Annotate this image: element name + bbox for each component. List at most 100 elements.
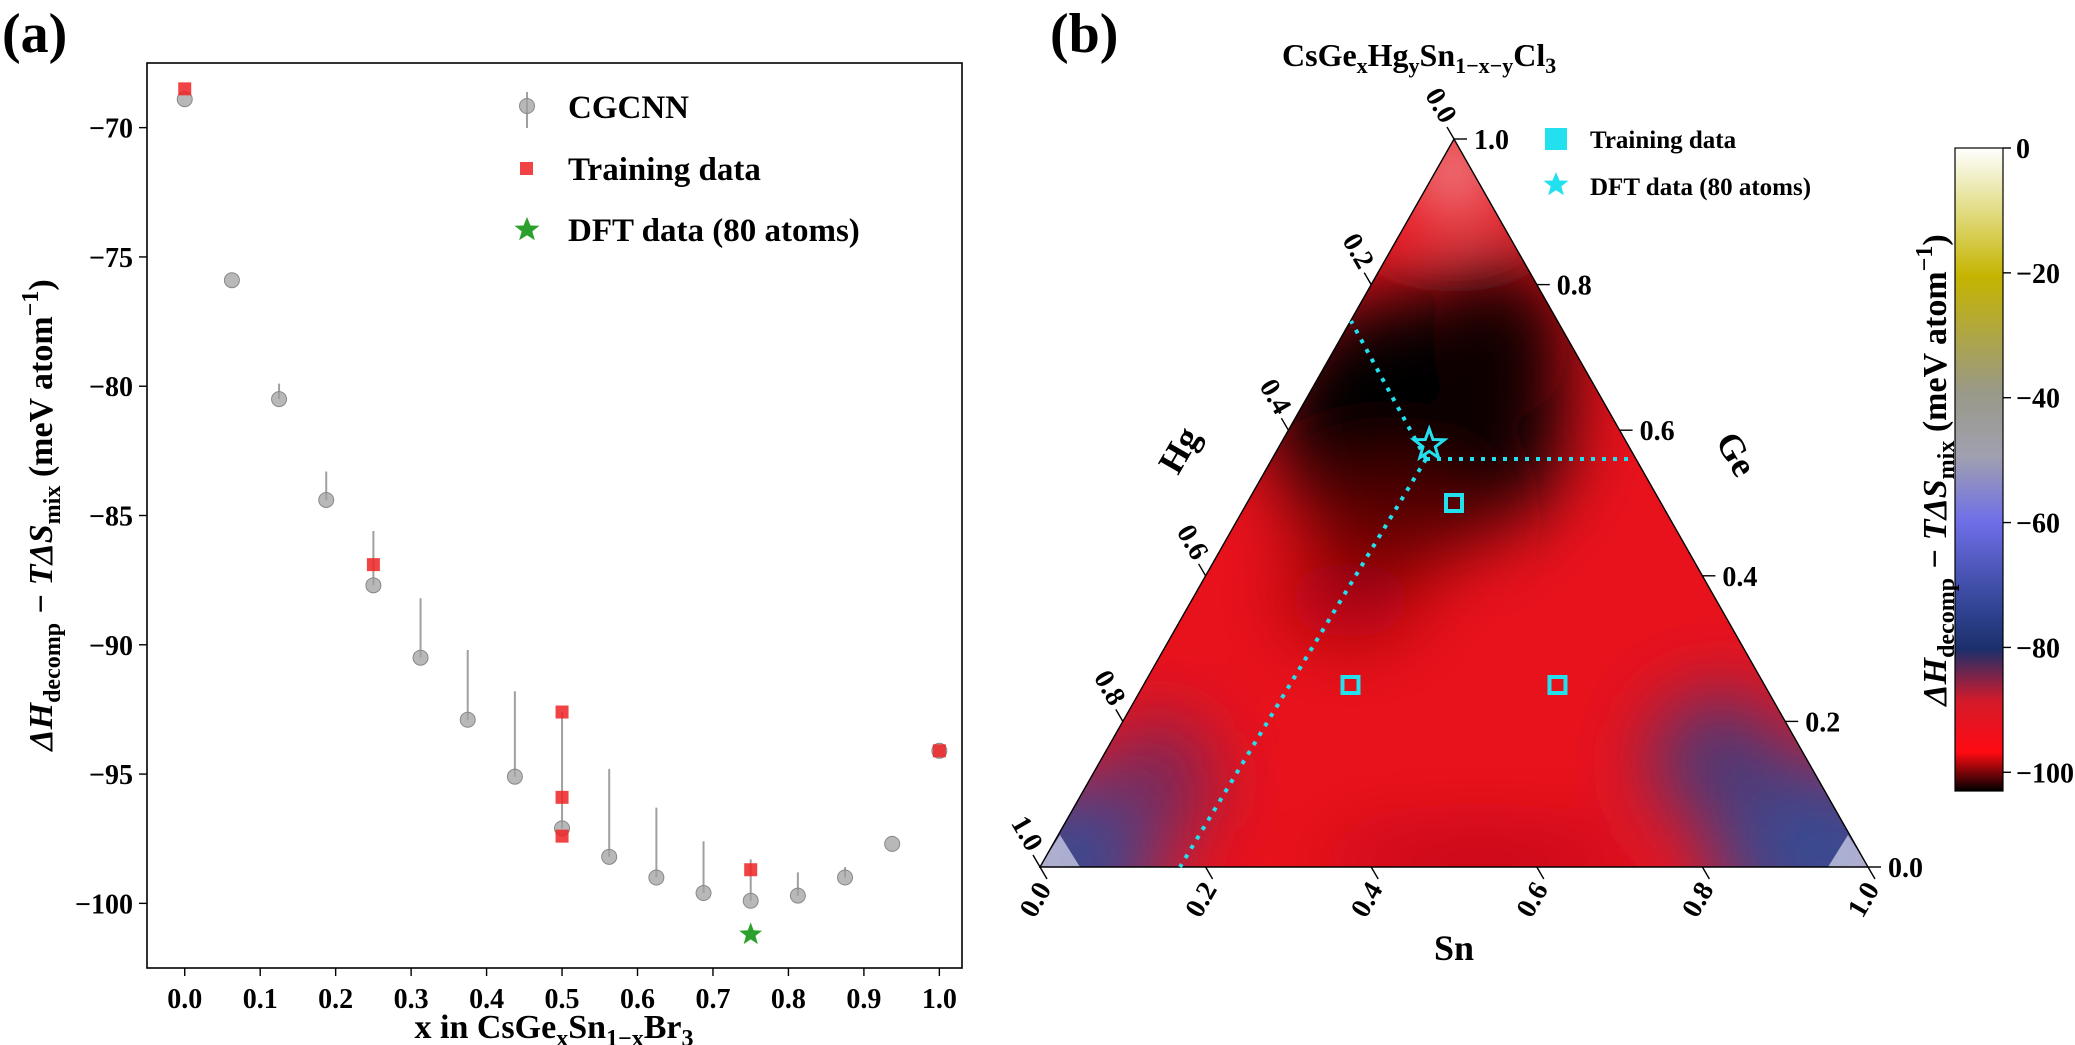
panel-a-label: (a) [2,3,67,65]
ternary-dft-point [1409,424,1449,462]
x-tick-label: 0.9 [846,984,881,1015]
y-tick-label: −80 [89,372,133,403]
sn-tick-label: 0.6 [1511,877,1555,923]
ge-tick-label: 0.4 [1722,562,1757,593]
cgcnn-point [318,491,335,508]
panel-a-legend: CGCNN Training data DFT data (80 atoms) [514,90,860,249]
ternary-guide-lines [1178,320,1634,869]
panel-a-x-ticks: 0.0 0.1 0.2 0.3 0.4 0.5 0.6 0.7 0.8 0.9 1.0 [167,968,957,1015]
cgcnn-point [789,887,806,904]
x-tick-label: 0.3 [394,984,429,1015]
y-tick-label: −100 [75,889,133,920]
legend-cgcnn-marker [519,98,535,114]
sn-tick-label: 0.2 [1179,877,1223,923]
hg-tick-mark [1197,563,1207,577]
legend-b-dft-marker [1543,172,1569,196]
training-point [932,744,946,758]
panel-b-label: (b) [1050,3,1118,65]
hg-tick-mark [1363,272,1372,285]
guide-line-to-left [1349,320,1428,460]
ternary-corner-highlight-sn [1828,835,1868,867]
ge-tick-label: 0.0 [1888,853,1923,884]
colorbar: 0 −20 −40 −60 −80 −100 ΔHdecomp − TΔSmix (meV… [1912,134,2074,792]
panel-b-title: CsGexHgySn1−x−yCl3 [1282,37,1556,78]
hg-tick-label: 1.0 [1004,811,1048,857]
hg-tick-mark [1280,417,1290,431]
colorbar-label: ΔHdecomp − TΔSmix (meV atom−1) [1912,234,1960,707]
training-point [366,558,380,572]
training-point [555,705,569,719]
sn-tick-label: 0.0 [1014,877,1058,923]
sn-tick-label: 1.0 [1842,877,1886,923]
x-tick-label: 1.0 [922,984,957,1015]
cgcnn-point [601,848,618,865]
panel-a-dft-points [739,922,763,945]
colorbar-tick-label: −40 [2016,384,2060,415]
y-tick-label: −95 [89,760,133,791]
colorbar-tick-label: −100 [2016,758,2074,789]
sn-tick-mark [1701,866,1711,880]
panel-a-scatter-plot: 0.0 0.1 0.2 0.3 0.4 0.5 0.6 0.7 0.8 0.9 1.0 −70 −75… [18,62,963,1045]
sn-tick-label: 0.4 [1345,877,1389,923]
ternary-training-point [1547,675,1568,695]
y-tick-label: −70 [89,114,133,145]
x-tick-label: 0.4 [469,984,504,1015]
cgcnn-point [648,869,665,886]
cgcnn-point [412,649,429,666]
x-tick-label: 0.2 [318,984,353,1015]
cgcnn-point [223,272,240,289]
legend-dft-marker [514,217,540,241]
hg-tick-mark [1446,126,1455,140]
hg-tick-label: 0.8 [1087,665,1131,711]
panel-b-legend: Training data DFT data (80 atoms) [1543,127,1811,201]
ternary-training-points [1340,493,1568,695]
sn-tick-mark [1536,866,1545,880]
ternary-sn-axis-label: Sn [1434,928,1474,968]
legend-b-training-marker [1545,128,1567,150]
ternary-training-point [1444,493,1464,513]
cgcnn-point [459,711,476,728]
sn-tick-mark [1204,866,1214,880]
ge-tick-label: 0.8 [1557,271,1592,302]
colorbar-ticks: 0 −20 −40 −60 −80 −100 [2003,134,2074,789]
training-point [178,82,192,96]
panel-a-training-points [178,82,946,877]
y-tick-label: −75 [89,243,133,274]
cgcnn-point [742,892,759,909]
cgcnn-point [365,577,382,594]
ternary-hg-axis-label: Hg [1150,420,1208,480]
panel-a-y-ticks: −70 −75 −80 −85 −90 −95 −100 [75,114,147,920]
ge-tick-label: 0.2 [1805,707,1840,738]
cgcnn-point [695,885,712,902]
hg-tick-label: 0.4 [1253,374,1297,420]
ge-tick-label: 1.0 [1474,125,1509,156]
legend-training-label: Training data [568,152,761,188]
cgcnn-point [271,391,288,408]
ternary-corner-highlight-hg [1040,835,1080,867]
colorbar-gradient [1954,147,2004,792]
training-point [555,790,569,804]
panel-b-ternary-plot: CsGexHgySn1−x−yCl3 [1004,37,2074,968]
ternary-training-point [1340,675,1361,695]
legend-dft-label: DFT data (80 atoms) [568,213,860,249]
colorbar-tick-label: −80 [2016,633,2060,664]
sn-tick-mark [1370,866,1379,880]
panel-a-axes-frame [146,62,963,969]
legend-cgcnn-label: CGCNN [568,90,689,126]
training-point [744,863,758,877]
ge-tick-label: 0.6 [1640,416,1675,447]
x-tick-label: 0.0 [167,984,202,1015]
y-tick-label: −85 [89,502,133,533]
dft-point [739,922,763,945]
ternary-heatmap [1040,139,1868,867]
legend-b-dft-label: DFT data (80 atoms) [1590,174,1811,201]
hg-tick-mark [1115,709,1124,722]
x-tick-label: 0.5 [545,984,580,1015]
hg-tick-mark [1032,854,1041,868]
sn-tick-label: 0.8 [1676,877,1720,923]
x-tick-label: 0.8 [771,984,806,1015]
colorbar-tick-label: −20 [2016,259,2060,290]
training-point [555,829,569,843]
cgcnn-point [884,835,901,852]
